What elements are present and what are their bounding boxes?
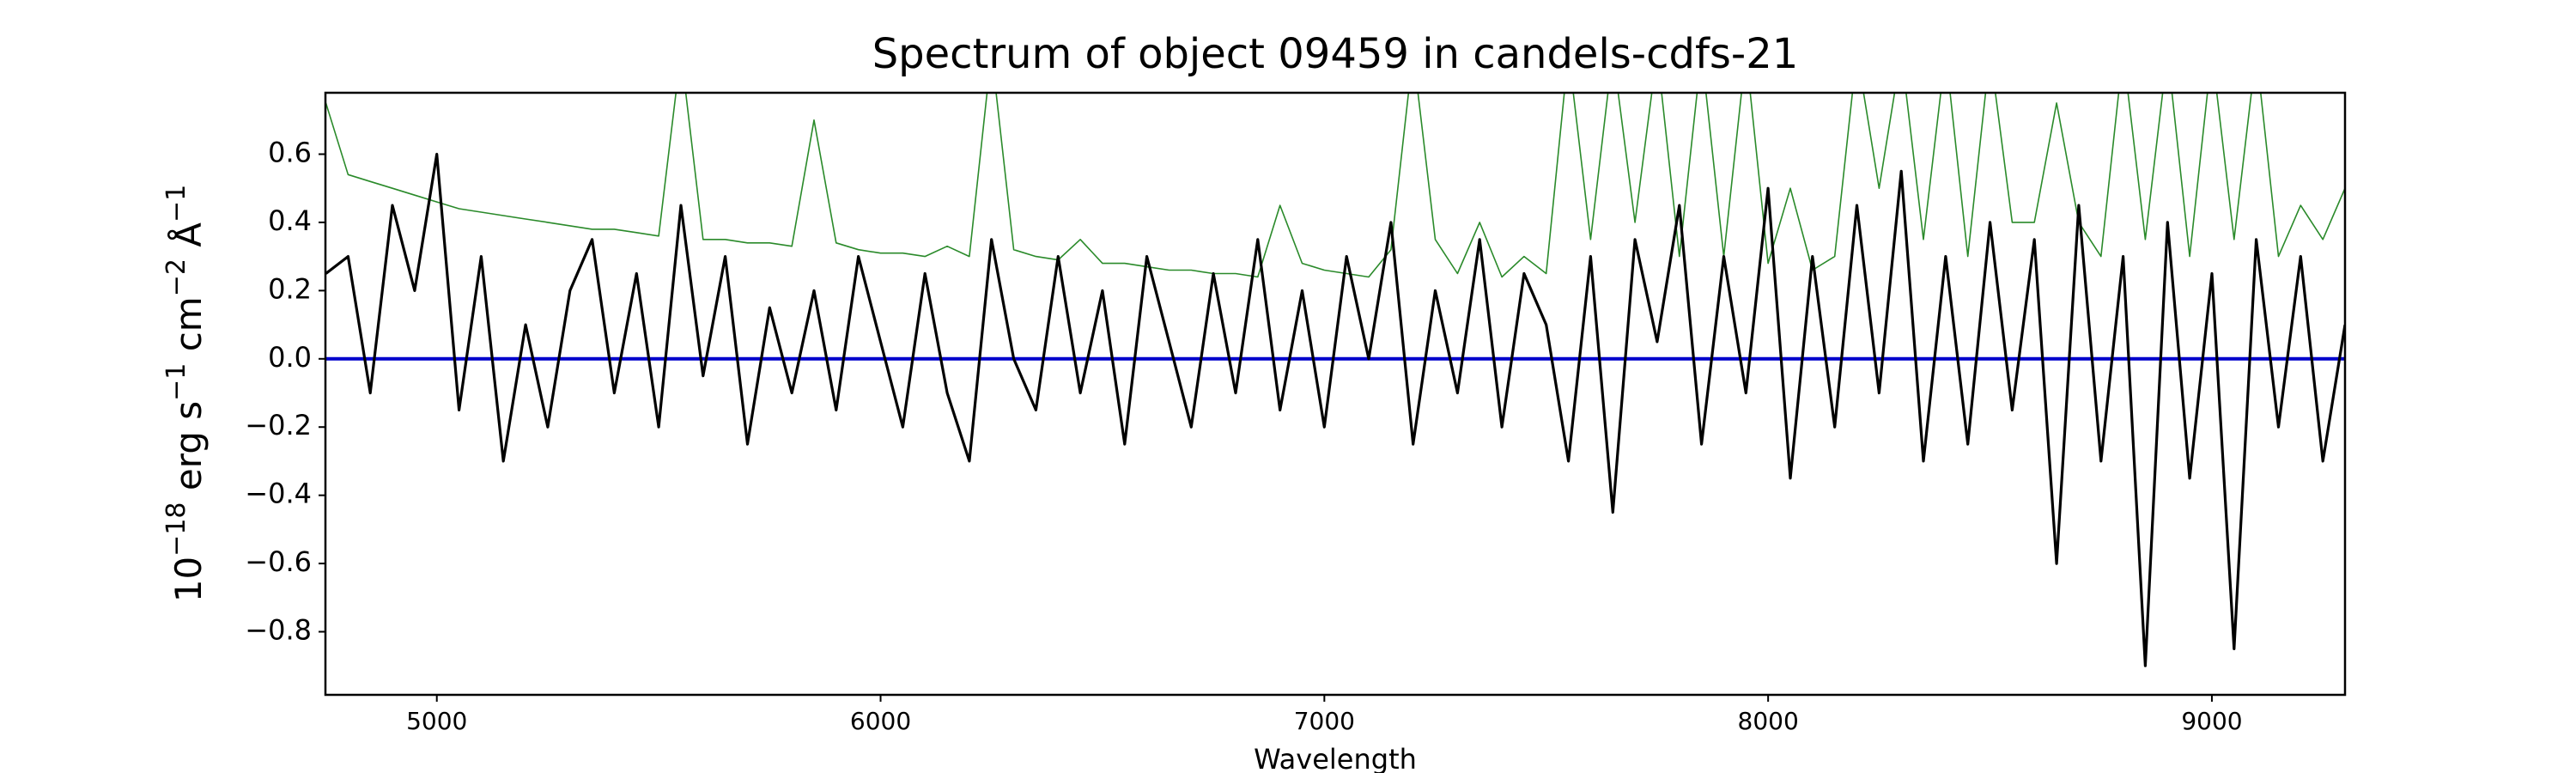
y-label-text: cm [167, 296, 210, 362]
y-axis-label: 10−18 erg s−1 cm−2 Å−1 [161, 185, 210, 603]
y-label-superscript: −18 [161, 502, 191, 557]
y-tick-label: −0.2 [245, 409, 312, 441]
x-tick-label: 8000 [1738, 707, 1799, 735]
y-tick-label: 0.2 [268, 272, 312, 305]
plot-area [325, 93, 2345, 667]
y-label-superscript: −1 [161, 363, 191, 401]
x-tick-label: 6000 [850, 707, 911, 735]
y-label-text: 10 [167, 557, 210, 602]
y-label-superscript: −2 [161, 259, 191, 296]
spectrum-line [325, 152, 2345, 667]
y-label-superscript: −1 [161, 185, 191, 222]
y-label-text: Å [167, 222, 210, 259]
y-tick-label: 0.4 [268, 204, 312, 237]
x-tick-label: 5000 [406, 707, 467, 735]
chart-title: Spectrum of object 09459 in candels-cdfs… [872, 30, 1799, 78]
y-tick-label: 0.6 [268, 136, 312, 168]
x-tick-label: 7000 [1294, 707, 1355, 735]
spectrum-line [325, 93, 2345, 278]
plot-frame [324, 91, 2347, 697]
x-tick-label: 9000 [2181, 707, 2242, 735]
x-axis-label: Wavelength [1254, 743, 1417, 773]
y-tick-label: −0.6 [245, 545, 312, 578]
y-tick-label: 0.0 [268, 341, 312, 374]
y-label-text: erg s [167, 401, 210, 502]
y-tick-label: −0.4 [245, 478, 312, 510]
y-tick-label: −0.8 [245, 614, 312, 647]
